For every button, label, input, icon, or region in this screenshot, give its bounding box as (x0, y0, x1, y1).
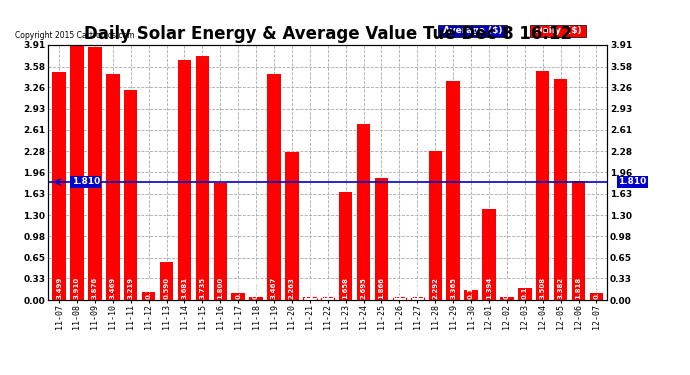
Bar (411, 297, 424, 300)
Text: 0.154: 0.154 (468, 277, 474, 299)
Text: 1.818: 1.818 (575, 277, 582, 299)
Text: 0.101: 0.101 (235, 277, 242, 299)
Text: 3.467: 3.467 (271, 277, 277, 299)
Text: Copyright 2015 Cartronics.com: Copyright 2015 Cartronics.com (14, 31, 135, 40)
Bar (428, 150, 442, 300)
Text: 1.800: 1.800 (217, 277, 224, 299)
Text: Daily  ($): Daily ($) (532, 27, 584, 36)
Text: 3.382: 3.382 (558, 277, 564, 299)
Bar (357, 124, 371, 300)
Bar (536, 71, 549, 300)
Bar (518, 288, 531, 300)
Text: 3.876: 3.876 (92, 277, 98, 299)
Text: 0.000: 0.000 (396, 277, 402, 299)
Bar (196, 56, 209, 300)
Bar (178, 60, 191, 300)
Text: 0.000: 0.000 (325, 277, 331, 299)
Bar (142, 292, 155, 300)
Bar (70, 45, 83, 300)
Text: 0.045: 0.045 (253, 277, 259, 299)
Bar (52, 72, 66, 300)
Bar (321, 297, 335, 300)
Bar (285, 152, 299, 300)
Text: 3.499: 3.499 (56, 277, 62, 299)
Text: 3.469: 3.469 (110, 277, 116, 299)
Bar (213, 183, 227, 300)
Bar (124, 90, 137, 300)
Bar (482, 209, 495, 300)
Text: 0.590: 0.590 (164, 277, 170, 299)
Bar (249, 297, 263, 300)
Bar (554, 80, 567, 300)
Bar (339, 192, 353, 300)
Text: 1.658: 1.658 (343, 278, 348, 299)
Text: 0.000: 0.000 (414, 277, 420, 299)
Bar (446, 81, 460, 300)
Text: Average ($): Average ($) (440, 27, 505, 36)
Text: 0.184: 0.184 (522, 277, 528, 299)
Bar (88, 47, 101, 300)
Text: 1.810: 1.810 (618, 177, 647, 186)
Bar (231, 293, 245, 300)
Title: Daily Solar Energy & Average Value Tue Dec 8 16:12: Daily Solar Energy & Average Value Tue D… (83, 26, 572, 44)
Text: 0.052: 0.052 (504, 278, 510, 299)
Text: 3.365: 3.365 (450, 278, 456, 299)
Text: 0.000: 0.000 (307, 277, 313, 299)
Text: 1.866: 1.866 (379, 278, 384, 299)
Text: 3.910: 3.910 (74, 277, 80, 299)
Bar (106, 74, 119, 300)
Bar (160, 261, 173, 300)
Bar (464, 290, 477, 300)
Text: 0.120: 0.120 (146, 277, 152, 299)
Bar (267, 74, 281, 300)
Bar (500, 297, 513, 300)
Text: 3.735: 3.735 (199, 277, 206, 299)
Text: 3.681: 3.681 (181, 277, 188, 299)
Text: 2.292: 2.292 (432, 278, 438, 299)
Text: 1.394: 1.394 (486, 277, 492, 299)
Bar (572, 182, 585, 300)
Text: 3.219: 3.219 (128, 277, 134, 299)
Text: 1.810: 1.810 (72, 177, 100, 186)
Bar (303, 297, 317, 300)
Text: 2.695: 2.695 (361, 278, 366, 299)
Text: 2.263: 2.263 (289, 278, 295, 299)
Bar (375, 178, 388, 300)
Bar (393, 297, 406, 300)
Text: 0.105: 0.105 (593, 277, 600, 299)
Text: 3.508: 3.508 (540, 277, 546, 299)
Bar (590, 293, 603, 300)
